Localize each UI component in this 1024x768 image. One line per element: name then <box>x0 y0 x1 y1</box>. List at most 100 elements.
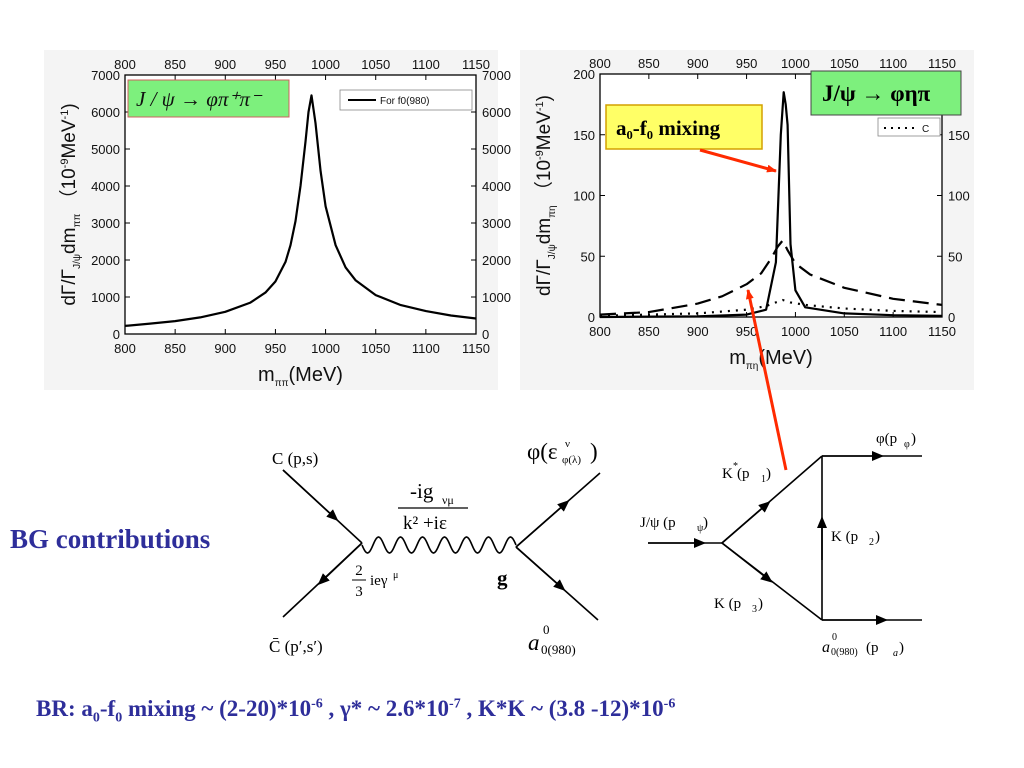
kstar-label-close: ) <box>766 466 771 482</box>
legend-entry: C <box>922 124 929 135</box>
photon-propagator <box>361 536 517 554</box>
y-right-tick-label: 2000 <box>482 253 511 268</box>
kstar-label-rest: (p <box>737 466 750 482</box>
k3-label: K (p <box>714 596 741 612</box>
mixing-annotation: a₀-f₀ mixing <box>616 116 721 140</box>
y-right-tick-label: 50 <box>948 249 962 264</box>
x-tick-label-top: 850 <box>638 56 660 71</box>
y-tick-label: 2000 <box>91 253 120 268</box>
branching-ratios: BR: a0-f0 mixing ~ (2-20)*10-6 , γ* ~ 2.… <box>36 696 675 727</box>
right-process-label: J/ψ → φηπ <box>822 81 931 106</box>
x-tick-label: 1100 <box>879 324 907 339</box>
y-right-tick-label: 7000 <box>482 68 511 83</box>
x-tick-label-top: 950 <box>265 57 287 72</box>
x-tick-label-top: 1000 <box>311 57 340 72</box>
y-tick-label: 1000 <box>91 290 120 305</box>
y-right-tick-label: 4000 <box>482 179 511 194</box>
x-tick-label: 1150 <box>928 324 956 339</box>
a0-out-label: a <box>822 639 830 656</box>
c-out-arrow <box>317 542 363 586</box>
y-axis-label: dΓ/ΓJ/ψdmππ （10-9MeV-1) <box>58 103 83 305</box>
left-process-label: J / ψ → φπ⁺π⁻ <box>136 87 263 111</box>
a0-out-mom-sub: a <box>893 648 898 659</box>
k2-label: K (p <box>831 529 858 545</box>
x-tick-label: 1000 <box>311 341 340 356</box>
x-tick-label: 1050 <box>361 341 390 356</box>
x-tick-label: 1100 <box>412 341 440 356</box>
br-mid1: -f <box>99 696 116 721</box>
y-right-tick-label: 0 <box>482 327 489 342</box>
x-tick-label: 950 <box>736 324 758 339</box>
k2-label-sub: 2 <box>869 537 874 548</box>
x-tick-label: 900 <box>687 324 709 339</box>
left-process-label-box <box>127 79 290 118</box>
x-tick-label: 1150 <box>462 341 490 356</box>
propagator-num: -ig <box>410 479 434 503</box>
kstar-label-star: * <box>733 461 738 472</box>
x-tick-label: 850 <box>164 341 186 356</box>
kstar-dir-arrow <box>721 501 771 544</box>
k3-label-close: ) <box>758 596 763 612</box>
x-tick-label-top: 900 <box>214 57 236 72</box>
x-tick-label-top: 1050 <box>361 57 390 72</box>
x-tick-label-top: 1100 <box>412 57 440 72</box>
x-tick-label: 900 <box>214 341 236 356</box>
x-tick-label: 1050 <box>830 324 859 339</box>
x-tick-label-top: 900 <box>687 56 709 71</box>
br-prefix: BR: a <box>36 696 93 721</box>
right-process-label-box <box>810 70 962 116</box>
c-out-label: C̄ (p′,s′) <box>269 637 323 656</box>
a0-out-mom-close: ) <box>899 640 904 656</box>
y-tick-label: 5000 <box>91 142 120 157</box>
y-tick-label: 200 <box>573 67 595 82</box>
vertex-factor: ieγ <box>370 573 388 589</box>
y-right-tick-label: 5000 <box>482 142 511 157</box>
k3-arrow <box>721 542 773 583</box>
y-tick-label: 150 <box>573 128 595 143</box>
k2-label-close: ) <box>875 529 880 545</box>
x-tick-label: 800 <box>114 341 136 356</box>
x-tick-label: 950 <box>265 341 287 356</box>
phi-out-label-close: ) <box>911 431 916 447</box>
br-sub-a0: 0 <box>92 710 100 726</box>
x-tick-label: 850 <box>638 324 660 339</box>
x-tick-label: 800 <box>589 324 611 339</box>
a0-out-mom: (p <box>866 640 879 656</box>
jpsi-label: J/ψ (p <box>640 515 676 531</box>
br-mid4: , K*K ~ (3.8 -12)*10 <box>460 696 664 721</box>
a0-arrow <box>515 546 566 591</box>
vertex-frac-den: 3 <box>355 584 363 600</box>
phi-arrow <box>515 500 570 548</box>
y-right-tick-label: 100 <box>948 189 970 204</box>
x-tick-label-top: 1100 <box>879 56 907 71</box>
phi-label-close: ) <box>590 439 598 464</box>
y-right-tick-label: 1000 <box>482 290 511 305</box>
photon-exchange-diagram: C (p,s) C̄ (p′,s′) 2 3 ieγ μ -ig νμ k² +… <box>269 438 601 657</box>
y-tick-label: 4000 <box>91 179 120 194</box>
y-tick-label: 6000 <box>91 105 120 120</box>
phi-label-sup: ν <box>565 438 570 450</box>
y-tick-label: 0 <box>113 327 120 342</box>
br-exp3: -6 <box>663 696 676 712</box>
y-right-tick-label: 0 <box>948 310 955 325</box>
kstar-label-sub: 1 <box>761 474 766 485</box>
phi-out-label-sub: φ <box>904 439 910 450</box>
x-axis-label: mπη(MeV) <box>729 347 813 372</box>
y-right-tick-label: 150 <box>948 128 970 143</box>
a0-out-label-sup: 0 <box>832 632 837 643</box>
x-tick-label-top: 800 <box>589 56 611 71</box>
phi-label: φ(ε <box>527 439 558 464</box>
x-tick-label-top: 1150 <box>462 57 490 72</box>
legend-box <box>339 89 473 111</box>
br-exp2: -7 <box>449 696 461 712</box>
x-tick-label-top: 1150 <box>928 56 956 71</box>
y-tick-label: 100 <box>573 189 595 204</box>
x-tick-label: 1000 <box>781 324 810 339</box>
series-line-solid <box>124 94 477 327</box>
x-axis-label: mππ(MeV) <box>258 364 343 389</box>
br-exp1: -6 <box>311 696 323 712</box>
k3-label-sub: 3 <box>752 604 757 615</box>
plot-area <box>124 74 477 335</box>
legend-box <box>877 117 941 137</box>
mixing-arrow <box>699 148 777 173</box>
